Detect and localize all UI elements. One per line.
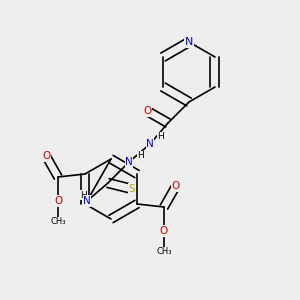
Text: N: N — [83, 196, 91, 206]
Text: S: S — [129, 184, 135, 194]
Text: N: N — [185, 37, 193, 47]
Text: H: H — [157, 132, 164, 141]
Text: O: O — [42, 151, 50, 161]
Text: N: N — [146, 139, 154, 149]
Text: CH₃: CH₃ — [156, 248, 172, 256]
Text: O: O — [54, 196, 62, 206]
Text: O: O — [172, 181, 180, 191]
Text: H: H — [81, 190, 87, 200]
Text: O: O — [143, 106, 151, 116]
Text: N: N — [125, 157, 133, 167]
Text: O: O — [160, 226, 168, 236]
Text: CH₃: CH₃ — [50, 218, 66, 226]
Text: H: H — [138, 152, 144, 160]
